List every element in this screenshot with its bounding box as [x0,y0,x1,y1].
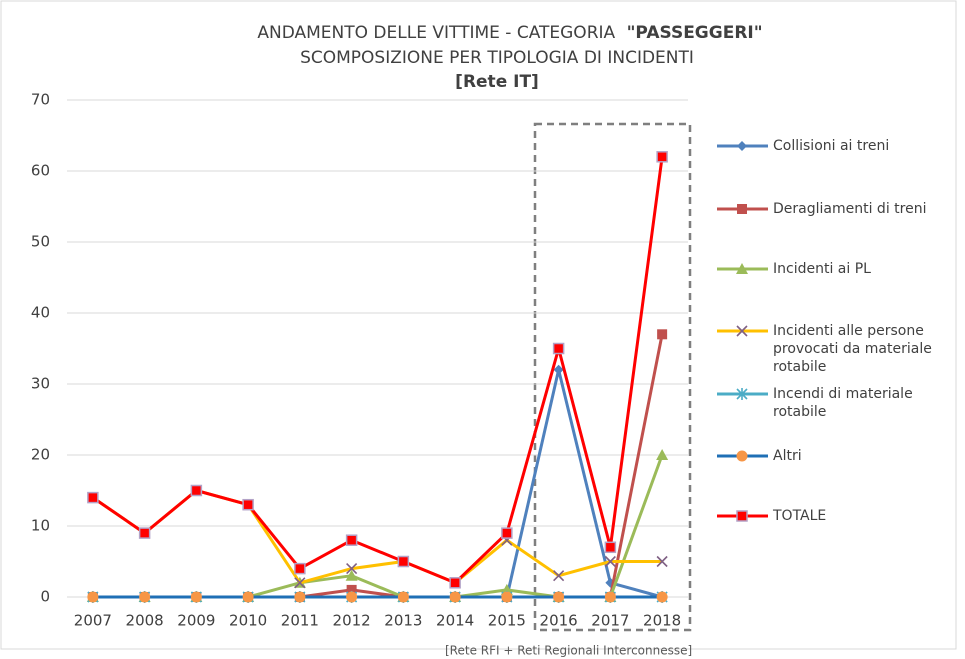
legend-label: Incidenti ai PL [773,261,871,277]
x-tick-label: 2010 [229,612,267,630]
chart-subtitle: SCOMPOSIZIONE PER TIPOLOGIA DI INCIDENTI [300,48,694,68]
series-line [92,334,664,599]
marker [656,555,668,568]
marker [190,484,203,497]
marker [657,329,668,340]
legend-marker [737,204,747,214]
marker [553,591,565,603]
legend-label: Incidenti alle persone provocati da mate… [773,323,932,375]
x-tick-label: 2016 [540,612,578,630]
marker [449,577,461,589]
x-tick-label: 2012 [333,612,371,630]
marker [604,591,616,603]
legend-label: TOTALE [773,508,827,524]
legend-marker [737,141,747,151]
marker [397,555,410,568]
legend-label: Incendi di materiale rotabile [773,386,913,420]
marker [294,577,306,589]
legend-marker [736,450,748,462]
marker [294,591,306,603]
y-tick-label: 60 [31,162,50,180]
legend-marker [736,263,748,274]
legend-marker [736,325,748,337]
marker [346,563,358,575]
y-tick-label: 50 [31,233,50,251]
legend-marker [736,510,748,522]
marker [294,562,306,575]
x-tick-label: 2007 [74,612,112,630]
legend-label: Deragliamenti di treni [773,201,927,217]
highlight-box [533,122,692,632]
marker [552,342,565,355]
marker [449,591,461,603]
y-tick-label: 20 [31,446,50,464]
x-tick-label: 2011 [281,612,319,630]
x-tick-label: 2015 [488,612,526,630]
x-tick-label: 2017 [591,612,629,630]
title-text: ANDAMENTO DELLE VITTIME - CATEGORIA [257,23,615,43]
marker [345,569,358,581]
series-line [92,156,664,585]
marker [242,498,254,511]
marker [87,491,99,504]
marker [346,591,358,603]
marker [87,591,99,603]
marker [346,584,357,595]
y-tick-label: 70 [31,91,50,109]
x-tick-label: 2014 [436,612,474,630]
legend-label: Altri [773,448,802,464]
marker [138,527,151,539]
y-tick-label: 0 [40,588,50,606]
marker [553,364,564,375]
series [87,329,668,602]
x-tick-label: 2009 [177,612,215,630]
y-tick-label: 30 [31,375,50,393]
chart-border [0,0,957,650]
series [87,484,668,589]
marker [553,570,565,582]
series [87,591,668,603]
x-tick-label: 2018 [643,612,681,630]
marker [501,527,513,539]
x-tick-label: 2008 [126,612,164,630]
marker [656,151,668,163]
marker [604,541,617,554]
marker [139,591,151,603]
y-tick-label: 40 [31,304,50,322]
series [87,151,668,589]
legend-marker [736,388,748,400]
chart-subtitle-emphasis: [Rete IT] [455,72,539,92]
y-tick-label: 10 [31,517,50,535]
marker [345,534,358,546]
marker [242,591,254,603]
marker [397,591,409,603]
chart-title: ANDAMENTO DELLE VITTIME - CATEGORIA "PAS… [257,23,762,43]
marker [604,555,616,568]
legend-label: Collisioni ai treni [773,138,890,154]
marker [656,591,668,603]
marker [500,583,513,595]
marker [501,591,513,603]
series-line [92,368,663,599]
annotation: [Rete RFI + Reti Regionali Interconnesse… [445,644,692,658]
marker [656,449,669,460]
marker [190,591,202,603]
x-tick-label: 2013 [384,612,422,630]
title-emphasis: "PASSEGGERI" [627,23,763,43]
